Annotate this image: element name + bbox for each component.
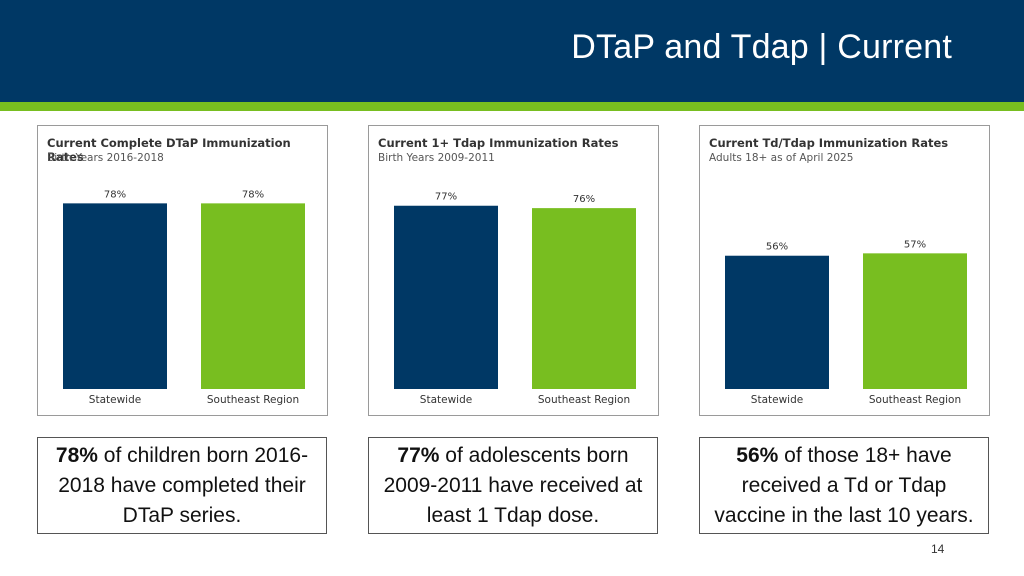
chart-panel-td-tdap: Current Td/Tdap Immunization Rates Adult… — [699, 125, 990, 416]
category-label: Southeast Region — [207, 394, 299, 406]
chart-panel-tdap: Current 1+ Tdap Immunization Rates Birth… — [368, 125, 659, 416]
bar-statewide — [725, 255, 829, 389]
slide-header: DTaP and Tdap | Current — [0, 0, 1024, 102]
bar-chart-tdap: 77% Statewide 76% Southeast Region — [394, 192, 636, 406]
chart-title: Current Complete DTaP Immunization Rates — [47, 136, 291, 164]
bar-chart-td-tdap: 56% Statewide 57% Southeast Region — [725, 239, 967, 406]
category-label: Southeast Region — [538, 394, 630, 406]
chart-panel-dtap: Current Complete DTaP Immunization Rates… — [37, 125, 328, 416]
chart-subtitle: Birth Years 2009-2011 — [378, 152, 495, 164]
bar-statewide — [63, 203, 167, 389]
summary-note-tdap: 77% of adolescents born 2009-2011 have r… — [368, 437, 658, 534]
chart-subtitle: Birth Years 2016-2018 — [47, 152, 164, 164]
category-label: Statewide — [89, 394, 141, 406]
bar-southeast-region — [863, 253, 967, 389]
bar-southeast-region — [532, 208, 636, 389]
note-text: of adolescents born 2009-2011 have recei… — [383, 443, 643, 527]
header-accent-stripe — [0, 102, 1024, 111]
data-label: 78% — [104, 189, 126, 200]
note-text: of children born 2016-2018 have complete… — [58, 443, 309, 527]
category-label: Statewide — [751, 394, 803, 406]
data-label: 56% — [766, 242, 788, 253]
data-label: 77% — [435, 192, 457, 203]
note-highlight: 56% — [736, 443, 779, 467]
summary-note-td-tdap: 56% of those 18+ have received a Td or T… — [699, 437, 989, 534]
note-highlight: 78% — [55, 443, 98, 467]
note-text: of those 18+ have received a Td or Tdap … — [714, 443, 974, 527]
category-label: Southeast Region — [869, 394, 961, 406]
chart-title: Current Td/Tdap Immunization Rates — [709, 136, 949, 150]
category-label: Statewide — [420, 394, 472, 406]
data-label: 76% — [573, 194, 595, 205]
data-label: 78% — [242, 189, 264, 200]
data-label: 57% — [904, 239, 926, 250]
bar-statewide — [394, 205, 498, 389]
note-highlight: 77% — [397, 443, 440, 467]
chart-subtitle: Adults 18+ as of April 2025 — [709, 152, 854, 164]
summary-note-dtap: 78% of children born 2016-2018 have comp… — [37, 437, 327, 534]
bar-chart-dtap: 78% Statewide 78% Southeast Region — [63, 189, 305, 406]
bar-southeast-region — [201, 203, 305, 389]
page-number: 14 — [931, 542, 945, 556]
slide-title: DTaP and Tdap | Current — [571, 28, 952, 66]
chart-title: Current 1+ Tdap Immunization Rates — [378, 136, 619, 150]
